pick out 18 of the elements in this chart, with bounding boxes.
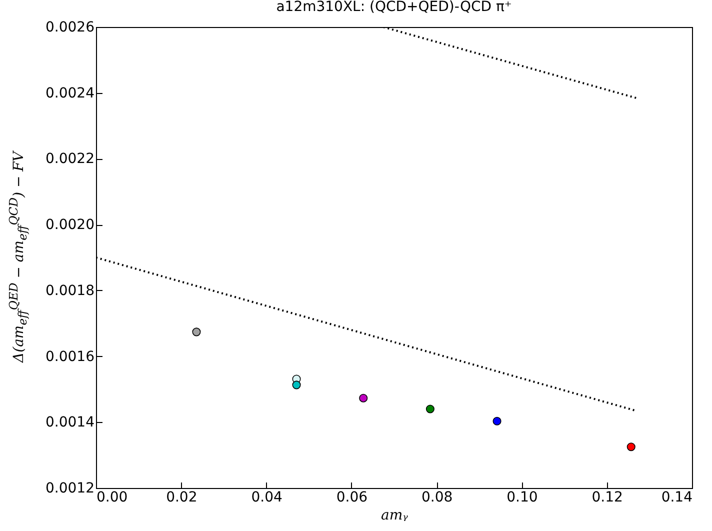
y-tick-label: 0.0022	[46, 151, 94, 168]
x-tick-label: 0.10	[506, 490, 538, 506]
x-tick-label: 0.08	[421, 490, 453, 506]
x-tick-label: 0.00	[96, 490, 128, 506]
y-tick-label: 0.0020	[46, 217, 94, 234]
y-tick-label: 0.0018	[46, 282, 94, 299]
x-tick-label: 0.12	[592, 490, 623, 506]
x-tick-label: 0.14	[661, 490, 693, 506]
y-tick-label: 0.0016	[46, 348, 95, 365]
x-tick-label: 0.04	[251, 490, 282, 506]
y-tick-label: 0.0012	[46, 480, 94, 496]
y-tick-label: 0.0026	[46, 20, 95, 36]
y-tick-label: 0.0024	[46, 85, 95, 102]
x-tick-label: 0.06	[336, 490, 368, 506]
x-tick-label: 0.02	[166, 490, 198, 506]
x-axis-title: amᵧ	[381, 508, 409, 524]
chart-title: a12m310XL: (QCD+QED)-QCD π⁺	[276, 0, 512, 15]
y-tick-label: 0.0014	[46, 414, 95, 431]
